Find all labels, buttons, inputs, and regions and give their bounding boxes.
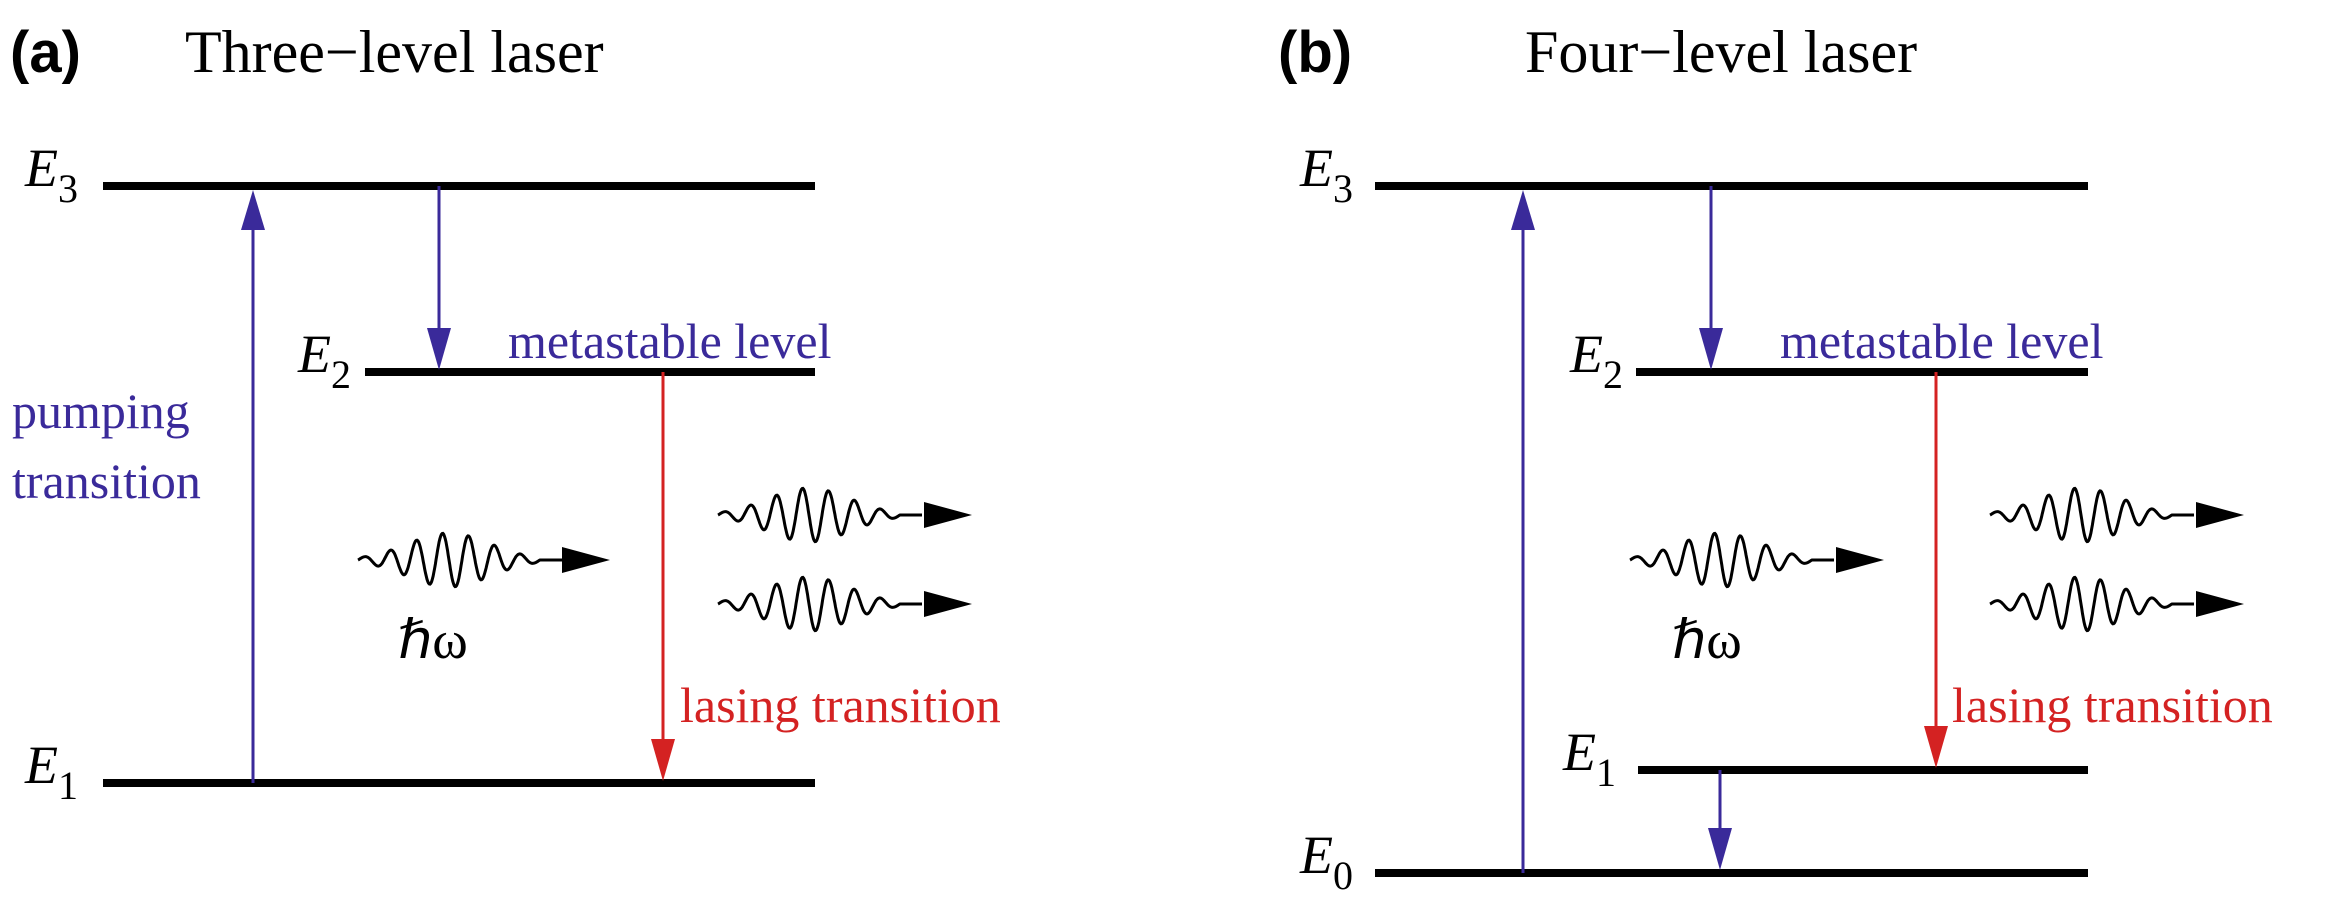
- panel-a-incident-photon: [357, 531, 610, 589]
- panel-a-metastable-label: metastable level: [508, 313, 831, 369]
- panel-a-lasing-arrow-head: [651, 739, 675, 781]
- panel-a-pumping-label-line2: transition: [12, 453, 201, 509]
- panel-b-emitted-photon-2-wave: [1989, 575, 2194, 633]
- panel-a-lasing-label: lasing transition: [680, 677, 1001, 733]
- panel-a-photon-label: ℏω: [398, 610, 468, 670]
- panel-b-emitted-photon-1-arrowhead: [2196, 502, 2244, 528]
- panel-b-decay-arrow-head: [1699, 328, 1723, 370]
- panel-a-emitted-photon-2-wave: [717, 575, 922, 633]
- panel-a-incident-photon-wave: [357, 531, 562, 589]
- panel-b-lasing-arrow-head: [1924, 726, 1948, 768]
- panel-b-lower-decay-arrow-head: [1708, 828, 1732, 870]
- panel-a: (a) Three−level laser E3 E2 E1 metastabl…: [10, 19, 1001, 808]
- panel-a-title: Three−level laser: [185, 19, 604, 85]
- panel-b-emitted-photon-2-arrowhead: [2196, 591, 2244, 617]
- panel-a-incident-photon-arrowhead: [562, 547, 610, 573]
- panel-b-metastable-label: metastable level: [1780, 313, 2103, 369]
- panel-b-incident-photon-arrowhead: [1836, 547, 1884, 573]
- panel-a-emitted-photon-1-arrowhead: [924, 502, 972, 528]
- panel-b-lasing-label: lasing transition: [1952, 677, 2273, 733]
- panel-a-pumping-arrow-head: [241, 190, 265, 230]
- panel-a-label-e2: E2: [297, 324, 351, 397]
- panel-b-emitted-photon-1: [1989, 486, 2244, 544]
- panel-b-emitted-photon-2: [1989, 575, 2244, 633]
- panel-b-label-e1: E1: [1562, 722, 1616, 795]
- panel-a-label-e3: E3: [24, 138, 78, 211]
- panel-b-label-e0: E0: [1299, 825, 1353, 898]
- panel-b-emitted-photon-1-wave: [1989, 486, 2194, 544]
- panel-b-letter: (b): [1278, 20, 1352, 85]
- panel-b-photon-label: ℏω: [1672, 610, 1742, 670]
- panel-a-emitted-photon-2-arrowhead: [924, 591, 972, 617]
- panel-a-emitted-photon-1: [717, 486, 972, 544]
- panel-a-label-e1: E1: [24, 735, 78, 808]
- panel-a-emitted-photon-1-wave: [717, 486, 922, 544]
- panel-b-label-e2: E2: [1569, 324, 1623, 397]
- panel-b-pumping-arrow-head: [1511, 190, 1535, 230]
- panel-b: (b) Four−level laser E3 E2 E1 E0 metasta…: [1278, 19, 2273, 898]
- panel-b-incident-photon-wave: [1629, 531, 1834, 589]
- panel-a-letter: (a): [10, 20, 81, 85]
- panel-a-decay-arrow-head: [427, 328, 451, 370]
- panel-b-label-e3: E3: [1299, 138, 1353, 211]
- panel-a-emitted-photon-2: [717, 575, 972, 633]
- panel-a-pumping-label-line1: pumping: [12, 383, 190, 439]
- panel-b-incident-photon: [1629, 531, 1884, 589]
- panel-b-title: Four−level laser: [1525, 19, 1917, 85]
